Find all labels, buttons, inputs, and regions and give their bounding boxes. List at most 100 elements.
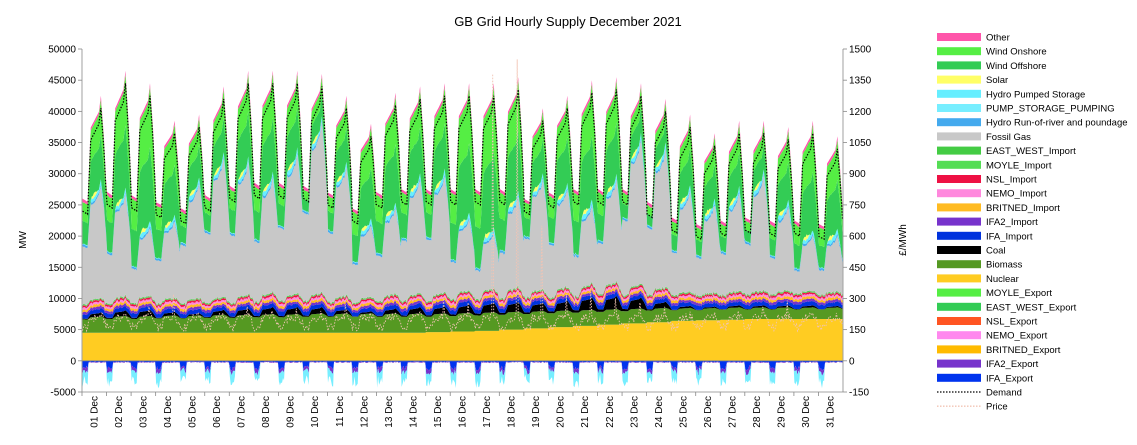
area-wind-offshore <box>82 94 843 270</box>
x-tick-label: 04 Dec <box>163 396 174 428</box>
x-tick-label: 02 Dec <box>114 396 125 428</box>
legend-label-ifa-import: IFA_Import <box>986 231 1033 242</box>
y-tick-label-right: 1200 <box>849 107 872 118</box>
legend-label-wind-offshore: Wind Offshore <box>986 61 1047 72</box>
legend-label-other: Other <box>986 33 1010 44</box>
legend-swatch-nsl-export <box>937 317 981 325</box>
x-tick-label: 22 Dec <box>605 396 616 428</box>
y-tick-label-right: 450 <box>849 263 866 274</box>
x-tick-label: 29 Dec <box>777 396 788 428</box>
y-tick-label-right: 750 <box>849 200 866 211</box>
legend-swatch-moyle-import <box>937 160 981 169</box>
legend-swatch-hydro-pumped-storage <box>937 89 981 98</box>
y-tick-label-right: 150 <box>849 325 866 336</box>
legend-swatch-britned-import <box>937 203 981 212</box>
legend-swatch-other <box>937 33 981 41</box>
area-fossil-gas <box>82 121 843 306</box>
x-tick-label: 28 Dec <box>752 396 763 428</box>
export-stack <box>82 360 843 389</box>
demand-line <box>82 83 844 241</box>
x-tick-label: 20 Dec <box>556 396 567 428</box>
legend-label-hydro-pumped-storage: Hydro Pumped Storage <box>986 89 1085 100</box>
x-tick-label: 30 Dec <box>801 396 812 428</box>
legend-swatch-nsl-import <box>937 175 981 183</box>
legend-label-nemo-export: NEMO_Export <box>986 331 1048 342</box>
x-tick-label: 31 Dec <box>826 396 837 428</box>
legend-swatch-nemo-export <box>937 331 981 340</box>
y-tick-label-right: 0 <box>849 356 855 367</box>
legend-label-coal: Coal <box>986 246 1006 257</box>
legend-swatch-ifa-import <box>937 231 981 240</box>
y-tick-label-left: 35000 <box>48 138 76 149</box>
x-tick-label: 03 Dec <box>138 396 149 428</box>
legend-label-wind-onshore: Wind Onshore <box>986 47 1047 58</box>
area-ifa-import <box>82 291 843 319</box>
legend-swatch-nuclear <box>937 274 981 283</box>
chart-title: GB Grid Hourly Supply December 2021 <box>454 14 682 29</box>
x-tick-label: 25 Dec <box>678 396 689 428</box>
legend-swatch-solar <box>937 75 981 84</box>
legend-swatch-britned-export <box>937 345 981 354</box>
legend-label-east-west-import: EAST_WEST_Import <box>986 146 1076 157</box>
y-tick-label-right: 1050 <box>849 138 872 149</box>
x-tick-label: 19 Dec <box>531 396 542 428</box>
y-tick-label-left: 20000 <box>48 232 76 243</box>
x-tick-label: 27 Dec <box>728 396 739 428</box>
legend-label-moyle-export: MOYLE_Export <box>986 288 1052 299</box>
legend: Other Wind Onshore Wind Offshore Solar Hydro… <box>937 33 1128 413</box>
y-tick-label-left: 40000 <box>48 107 76 118</box>
legend-label-price: Price <box>986 402 1008 413</box>
legend-swatch-east-west-export <box>937 302 981 311</box>
legend-swatch-ifa2-import <box>937 217 981 226</box>
x-tick-label: 18 Dec <box>507 396 518 428</box>
x-tick-label: 01 Dec <box>89 396 100 428</box>
x-tick-label: 14 Dec <box>408 396 419 428</box>
area-ifa-export <box>82 360 843 371</box>
legend-label-britned-import: BRITNED_Import <box>986 203 1060 214</box>
x-tick-label: 10 Dec <box>310 396 321 428</box>
legend-swatch-pump-storage-pumping <box>937 104 981 112</box>
legend-swatch-ifa-export <box>937 373 981 382</box>
x-tick-label: 06 Dec <box>212 396 223 428</box>
x-tick-label: 05 Dec <box>187 396 198 428</box>
y-tick-label-right: -150 <box>849 388 869 399</box>
legend-label-hydro-run-of-river-and-poundage: Hydro Run-of-river and poundage <box>986 118 1128 129</box>
area-ifa2-import <box>82 288 843 316</box>
x-tick-label: 24 Dec <box>654 396 665 428</box>
area-coal <box>82 295 843 320</box>
legend-label-pump-storage-pumping: PUMP_STORAGE_PUMPING <box>986 104 1115 115</box>
x-tick-label: 09 Dec <box>286 396 297 428</box>
x-tick-label: 12 Dec <box>359 396 370 428</box>
legend-label-nsl-import: NSL_Import <box>986 175 1037 186</box>
x-tick-label: 26 Dec <box>703 396 714 428</box>
legend-label-demand: Demand <box>986 388 1022 399</box>
legend-swatch-fossil-gas <box>937 132 981 141</box>
legend-label-solar: Solar <box>986 75 1008 86</box>
legend-swatch-moyle-export <box>937 288 981 297</box>
y-tick-label-left: 30000 <box>48 169 76 180</box>
y-tick-label-left: -5000 <box>50 388 76 399</box>
legend-swatch-hydro-run-of-river-and-poundage <box>937 118 981 127</box>
area-nuclear <box>82 319 843 361</box>
x-tick-label: 13 Dec <box>384 396 395 428</box>
y-axis-label-left: MW <box>18 231 29 249</box>
x-tick-label: 15 Dec <box>433 396 444 428</box>
y-axis-label-right: £/MWh <box>898 224 909 256</box>
x-tick-label: 17 Dec <box>482 396 493 428</box>
y-tick-label-left: 45000 <box>48 76 76 87</box>
legend-swatch-wind-onshore <box>937 47 981 56</box>
price-line <box>82 59 843 333</box>
y-tick-label-right: 1500 <box>849 45 872 56</box>
legend-label-moyle-import: MOYLE_Import <box>986 160 1052 171</box>
y-tick-label-left: 0 <box>70 356 76 367</box>
legend-swatch-ifa2-export <box>937 359 981 368</box>
x-tick-label: 21 Dec <box>580 396 591 428</box>
legend-swatch-wind-offshore <box>937 61 981 70</box>
y-tick-label-right: 600 <box>849 232 866 243</box>
y-tick-label-right: 1350 <box>849 76 872 87</box>
axes: -500005000100001500020000250003000035000… <box>48 45 871 428</box>
legend-swatch-east-west-import <box>937 146 981 155</box>
x-tick-label: 16 Dec <box>458 396 469 428</box>
